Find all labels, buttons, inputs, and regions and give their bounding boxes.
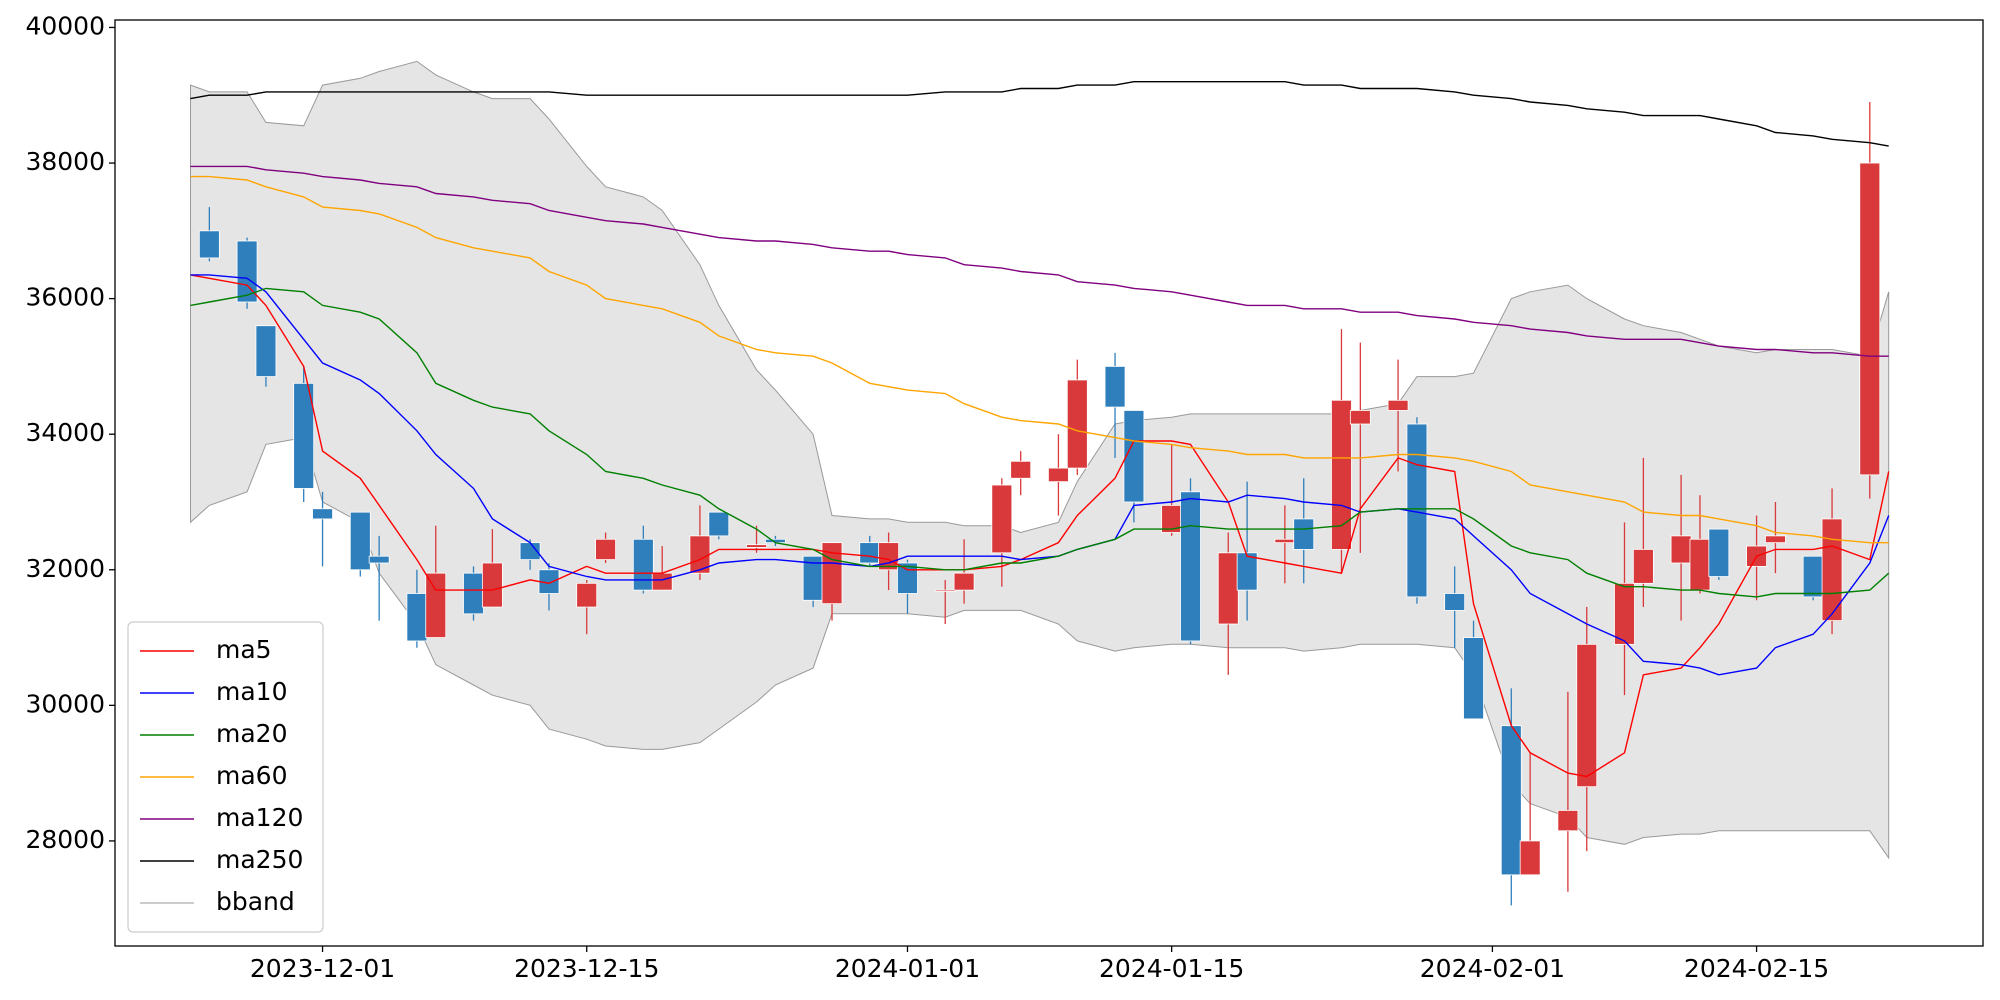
candle-body (1670, 535, 1692, 564)
x-tick-label: 2024-01-01 (835, 954, 980, 983)
candle-body (1293, 518, 1315, 550)
legend-label: ma20 (216, 719, 287, 748)
candle-body (368, 555, 390, 564)
candle-body (651, 572, 673, 591)
candle-body (953, 572, 975, 591)
y-tick-label: 32000 (25, 554, 105, 583)
candle-body (1180, 491, 1201, 642)
candle-body (1066, 379, 1088, 469)
candle-body (463, 572, 484, 615)
y-tick-label: 38000 (25, 147, 105, 176)
candle-body (991, 484, 1013, 554)
candle-body (1821, 518, 1843, 622)
candle-body (1519, 840, 1541, 876)
candle-body (406, 593, 428, 642)
candle-body (293, 382, 315, 489)
candle-body (708, 511, 730, 537)
y-tick-label: 28000 (25, 825, 105, 854)
legend-box (127, 621, 324, 933)
x-tick-label: 2023-12-01 (250, 954, 395, 983)
candle-body (312, 508, 333, 520)
candle-body (897, 562, 918, 594)
candle-body (1802, 555, 1824, 598)
y-tick-label: 34000 (25, 418, 105, 447)
candle-body (481, 562, 503, 608)
x-tick-label: 2023-12-15 (514, 954, 659, 983)
candle-body (349, 511, 371, 571)
candle-body (1689, 538, 1711, 591)
candle-body (859, 542, 881, 564)
candle-body (1444, 593, 1466, 611)
candle-body (1500, 725, 1522, 876)
candle-body (1104, 366, 1126, 408)
candle-body (1632, 549, 1654, 584)
candle-body (1236, 552, 1258, 591)
y-tick-label: 36000 (25, 283, 105, 312)
legend: ma5 ma10 ma20 ma60 ma120 ma250 bband (127, 621, 324, 933)
ma-line (190, 175, 1889, 544)
x-tick-label: 2024-02-15 (1684, 954, 1829, 983)
x-tick-label: 2024-01-15 (1099, 954, 1244, 983)
legend-label: ma120 (216, 803, 303, 832)
ma-line (190, 81, 1889, 147)
candle-body (1274, 538, 1296, 544)
legend-label: bband (216, 887, 295, 916)
axes-frame (114, 19, 1984, 947)
candle-body (934, 589, 956, 592)
legend-label: ma5 (216, 635, 272, 664)
candle-body (1123, 410, 1145, 503)
candle-body (198, 230, 220, 259)
plot-area (190, 60, 1890, 906)
bollinger-band (190, 60, 1890, 860)
ma-line (190, 287, 1890, 598)
candle-body (1859, 162, 1881, 476)
candle-body (1576, 643, 1598, 788)
legend-label: ma60 (216, 761, 287, 790)
candle-body (595, 538, 616, 561)
candle-body (255, 325, 277, 377)
candle-body (1614, 582, 1635, 645)
candle-body (1765, 535, 1786, 544)
candle-body (632, 538, 654, 591)
candle-body (576, 582, 598, 608)
candle-body (1217, 552, 1239, 625)
ma-line (190, 274, 1890, 778)
candle-body (1010, 460, 1032, 479)
candle-body (821, 542, 843, 605)
legend-label: ma10 (216, 677, 287, 706)
candle-body (1349, 410, 1371, 425)
candle-body (1557, 810, 1579, 832)
y-tick-label: 40000 (25, 11, 105, 40)
candle-body (1463, 637, 1484, 720)
y-tick-label: 30000 (25, 689, 105, 718)
legend-label: ma250 (216, 845, 303, 874)
candle-body (1048, 467, 1069, 483)
candle-body (236, 240, 258, 303)
candle-body (1331, 399, 1352, 550)
candle-body (1387, 399, 1409, 411)
candle-body (425, 572, 447, 638)
ma-line (190, 165, 1889, 357)
candle-body (746, 544, 767, 548)
ma-line (190, 274, 1890, 676)
candle-body (1708, 528, 1730, 577)
x-tick-label: 2024-02-01 (1420, 954, 1565, 983)
